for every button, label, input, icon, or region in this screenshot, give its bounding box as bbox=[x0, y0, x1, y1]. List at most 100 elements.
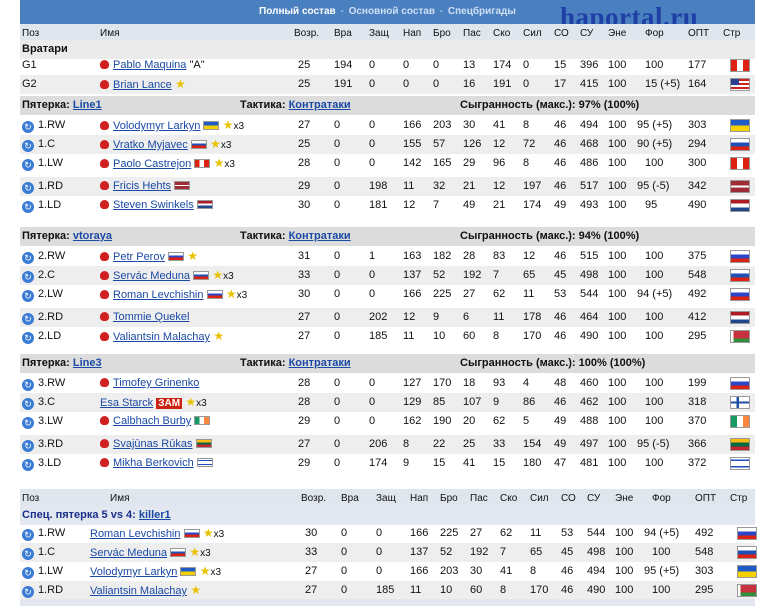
tactics-link[interactable]: Контратаки bbox=[288, 230, 351, 242]
swap-icon[interactable]: ↻ bbox=[22, 548, 34, 560]
swap-icon[interactable]: ↻ bbox=[22, 182, 34, 194]
stat-su: 490 bbox=[587, 584, 606, 596]
swap-icon[interactable]: ↻ bbox=[22, 271, 34, 283]
stat-sil: 12 bbox=[523, 250, 536, 262]
stat-ene: 100 bbox=[608, 415, 627, 427]
stat-for: 100 bbox=[645, 157, 664, 169]
swap-icon[interactable]: ↻ bbox=[22, 313, 34, 325]
special-line-link[interactable]: killer1 bbox=[138, 509, 171, 521]
stat-vra: 0 bbox=[334, 269, 341, 281]
player-link[interactable]: Svajūnas Rūkas bbox=[113, 438, 193, 450]
stat-sko: 174 bbox=[493, 59, 512, 71]
swap-icon[interactable]: ↻ bbox=[22, 529, 34, 541]
player-link[interactable]: Pablo Maquina bbox=[113, 59, 187, 71]
player-link[interactable]: Roman Levchishin bbox=[113, 289, 204, 301]
stat-sil: 154 bbox=[523, 438, 542, 450]
stat-zash: 0 bbox=[376, 546, 383, 558]
player-link[interactable]: Tommie Quekel bbox=[113, 311, 190, 323]
stat-sko: 9 bbox=[493, 396, 500, 408]
player-link[interactable]: Valiantsin Malachay bbox=[113, 331, 211, 343]
stat-opt: 303 bbox=[695, 565, 714, 577]
line-link[interactable]: Line1 bbox=[72, 99, 102, 111]
stat-pas: 60 bbox=[470, 584, 483, 596]
tab-main-roster[interactable]: Основной состав bbox=[348, 6, 435, 17]
player-link[interactable]: Valiantsin Malachay bbox=[90, 585, 188, 597]
tactics-link[interactable]: Контратаки bbox=[288, 99, 351, 111]
nationality-flag-icon bbox=[730, 180, 750, 193]
player-position: ↻ 2.LW bbox=[22, 285, 63, 304]
stat-vra: 0 bbox=[334, 415, 341, 427]
swap-icon[interactable]: ↻ bbox=[22, 379, 34, 391]
line-link[interactable]: Line3 bbox=[72, 357, 102, 369]
swap-icon[interactable]: ↻ bbox=[22, 586, 34, 598]
stat-pas: 49 bbox=[463, 199, 476, 211]
player-link[interactable]: Volodymyr Larkyn bbox=[113, 120, 201, 132]
stat-nap: 0 bbox=[403, 59, 410, 71]
stat-bro: 203 bbox=[440, 565, 459, 577]
stat-su: 490 bbox=[580, 330, 599, 342]
player-link[interactable]: Fricis Hehts bbox=[113, 180, 172, 192]
swap-icon[interactable]: ↻ bbox=[22, 159, 34, 171]
swap-icon[interactable]: ↻ bbox=[22, 398, 34, 410]
swap-icon[interactable]: ↻ bbox=[22, 201, 34, 213]
stat-opt: 294 bbox=[688, 138, 707, 150]
col-for: Фор bbox=[652, 493, 671, 504]
swap-icon[interactable]: ↻ bbox=[22, 121, 34, 133]
star-icon: ★ bbox=[182, 395, 197, 409]
player-link[interactable]: Servác Meduna bbox=[90, 547, 168, 559]
swap-icon[interactable]: ↻ bbox=[22, 567, 34, 579]
country-flag-icon bbox=[196, 200, 213, 209]
swap-icon[interactable]: ↻ bbox=[22, 440, 34, 452]
player-link[interactable]: Esa Starck bbox=[100, 397, 154, 409]
swap-icon[interactable]: ↻ bbox=[22, 252, 34, 264]
stat-ene: 100 bbox=[615, 527, 634, 539]
position-label: 3.LD bbox=[38, 457, 62, 469]
stat-sko: 62 bbox=[500, 527, 513, 539]
swap-icon[interactable]: ↻ bbox=[22, 459, 34, 471]
nationality-flag-icon bbox=[730, 330, 750, 343]
swap-icon[interactable]: ↻ bbox=[22, 332, 34, 344]
tab-full-roster[interactable]: Полный состав bbox=[259, 6, 336, 17]
player-link[interactable]: Mikha Berkovich bbox=[113, 457, 194, 469]
player-link[interactable]: Petr Perov bbox=[113, 251, 165, 263]
stat-vra: 0 bbox=[334, 377, 341, 389]
stat-for: 100 bbox=[652, 546, 671, 558]
player-link[interactable]: Calbhach Burby bbox=[113, 415, 192, 427]
player-link[interactable]: Vratko Myjavec bbox=[113, 139, 188, 151]
tactics-link[interactable]: Контратаки bbox=[288, 357, 351, 369]
stat-su: 481 bbox=[580, 457, 599, 469]
col-so: СО bbox=[554, 28, 569, 39]
stat-ene: 100 bbox=[608, 396, 627, 408]
tab-special-teams[interactable]: Спецбригады bbox=[447, 6, 516, 17]
swap-icon[interactable]: ↻ bbox=[22, 140, 34, 152]
stat-zash: 206 bbox=[369, 438, 388, 450]
stat-pas: 18 bbox=[463, 377, 476, 389]
stat-nap: 127 bbox=[403, 377, 422, 389]
star-icon: ★ bbox=[183, 249, 199, 263]
player-link[interactable]: Paolo Castrejon bbox=[113, 158, 192, 170]
stat-pas: 27 bbox=[463, 288, 476, 300]
player-row: ↻ 1.RW Roman Levchishin ★x3 30 0 0 166 225 27 62 1… bbox=[20, 524, 757, 543]
swap-icon[interactable]: ↻ bbox=[22, 417, 34, 429]
player-link[interactable]: Roman Levchishin bbox=[90, 528, 181, 540]
swap-icon[interactable]: ↻ bbox=[22, 290, 34, 302]
player-row: ↻ 2.RD Tommie Quekel 27 0 202 12 9 6 11 178 46 464 10… bbox=[20, 308, 755, 327]
boxing-glove-icon bbox=[100, 252, 109, 261]
stat-pas: 60 bbox=[463, 330, 476, 342]
position-label: 1.LW bbox=[38, 157, 63, 169]
country-flag-icon bbox=[194, 159, 211, 168]
stat-ene: 100 bbox=[608, 311, 627, 323]
position-label: 1.LW bbox=[38, 565, 63, 577]
form-modifier: (+5) bbox=[659, 527, 680, 539]
player-link[interactable]: Timofey Grinenko bbox=[113, 377, 200, 389]
player-link[interactable]: Steven Swinkels bbox=[113, 199, 194, 211]
player-link[interactable]: Brian Lance bbox=[113, 79, 172, 91]
player-link[interactable]: Servác Meduna bbox=[113, 270, 191, 282]
line-link[interactable]: vtoraya bbox=[72, 230, 113, 242]
stat-zash: 0 bbox=[369, 59, 376, 71]
stat-so: 45 bbox=[554, 269, 567, 281]
player-row: ↻ 2.LW Roman Levchishin ★x3 30 0 0 166 225 27 62 1… bbox=[20, 285, 755, 304]
stat-zash: 181 bbox=[369, 199, 388, 211]
player-link[interactable]: Volodymyr Larkyn bbox=[90, 566, 178, 578]
multiplier-label: x3 bbox=[223, 271, 234, 282]
